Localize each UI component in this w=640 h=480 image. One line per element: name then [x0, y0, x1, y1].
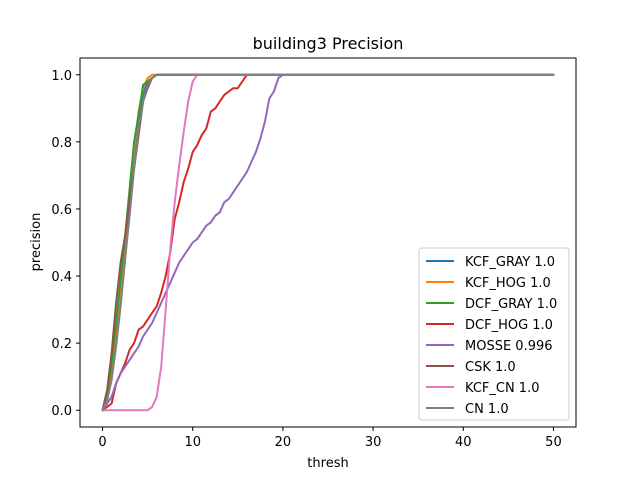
series-line — [101, 73, 555, 412]
legend-label: KCF_HOG 1.0 — [465, 276, 551, 291]
plot-area — [79, 57, 577, 428]
axes-frame — [79, 57, 577, 428]
series-lines — [101, 73, 555, 412]
x-tick-label: 0 — [98, 435, 106, 450]
x-tick-label: 10 — [184, 435, 201, 450]
y-tick-label: 0.6 — [51, 203, 72, 218]
y-tick-label: 0.4 — [51, 270, 72, 285]
legend: KCF_GRAY 1.0 KCF_HOG 1.0 DCF_GRAY 1.0 DCF_H… — [418, 247, 570, 421]
y-axis: 0.0 0.2 0.4 0.6 0.8 1.0 — [51, 69, 80, 419]
y-tick-label: 0.0 — [51, 404, 72, 419]
legend-label: CSK 1.0 — [465, 360, 516, 375]
y-axis-label: precision — [29, 213, 44, 272]
legend-label: CN 1.0 — [465, 402, 509, 417]
legend-label: KCF_GRAY 1.0 — [465, 255, 555, 270]
x-tick-label: 20 — [275, 435, 292, 450]
series-line — [101, 73, 555, 412]
x-tick-label: 50 — [545, 435, 562, 450]
legend-label: MOSSE 0.996 — [465, 339, 553, 354]
legend-label: DCF_HOG 1.0 — [465, 318, 553, 333]
y-tick-label: 0.8 — [51, 136, 72, 151]
series-line — [101, 73, 555, 412]
y-tick-label: 1.0 — [51, 69, 72, 84]
x-tick-label: 40 — [455, 435, 472, 450]
y-tick-label: 0.2 — [51, 337, 72, 352]
legend-label: DCF_GRAY 1.0 — [465, 297, 557, 312]
x-axis: 0 10 20 30 40 50 — [98, 427, 562, 450]
series-line — [101, 73, 555, 412]
chart-title: building3 Precision — [253, 34, 404, 53]
x-tick-label: 30 — [365, 435, 382, 450]
legend-box — [418, 247, 570, 421]
x-axis-label: thresh — [307, 456, 348, 471]
legend-label: KCF_CN 1.0 — [465, 381, 539, 396]
